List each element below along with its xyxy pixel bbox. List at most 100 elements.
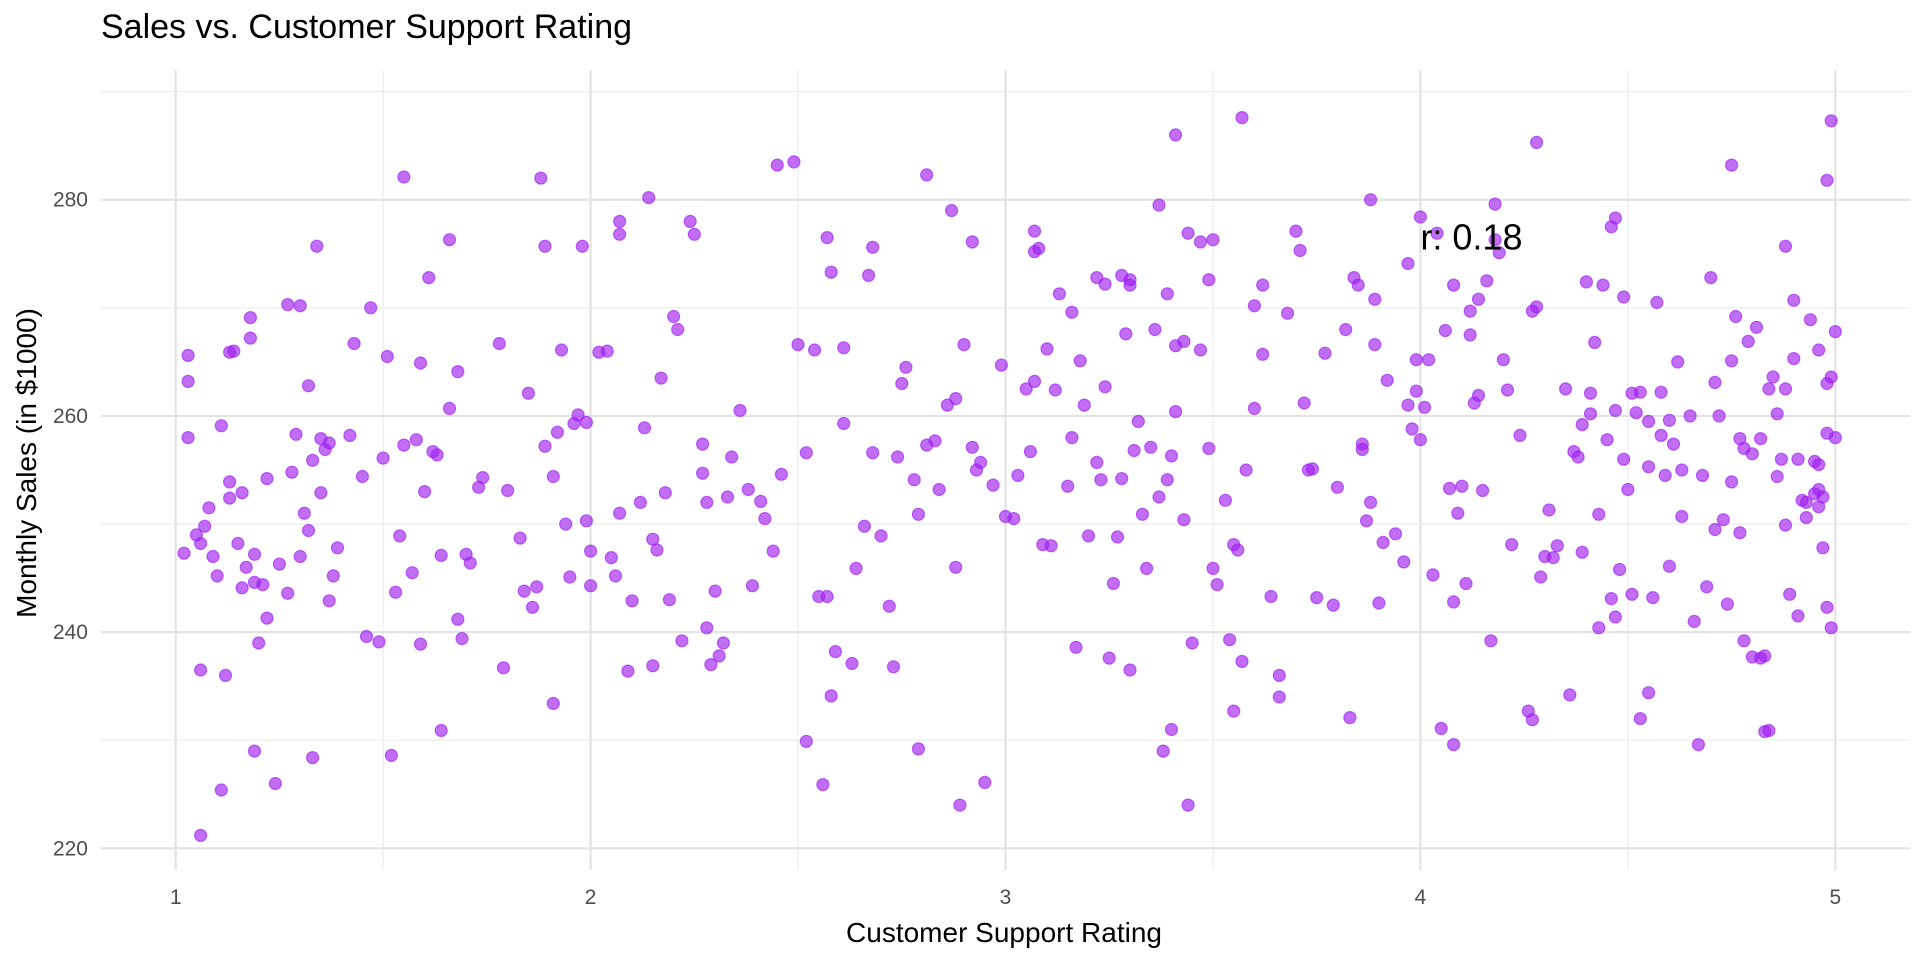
data-point	[430, 448, 444, 462]
data-point	[1753, 432, 1768, 446]
data-point	[1090, 271, 1104, 285]
correlation-annotation: r: 0.18	[1420, 217, 1522, 258]
data-point	[1227, 704, 1241, 718]
data-point	[1604, 220, 1618, 234]
data-point	[1409, 384, 1423, 398]
data-point	[1700, 580, 1714, 594]
data-point	[799, 446, 813, 460]
data-point	[1339, 322, 1353, 337]
data-point	[1662, 413, 1677, 427]
data-point	[1770, 407, 1784, 421]
data-point	[1828, 325, 1842, 339]
data-point	[824, 689, 838, 703]
data-point	[1193, 235, 1208, 249]
data-point	[1202, 441, 1216, 455]
data-point	[1272, 690, 1286, 704]
data-point	[550, 425, 565, 439]
data-point	[434, 723, 448, 738]
data-point	[1272, 668, 1286, 683]
data-point	[1027, 224, 1042, 238]
x-tick-label: 5	[1829, 886, 1841, 909]
data-point	[1235, 110, 1249, 125]
data-point	[455, 631, 469, 646]
data-point	[301, 523, 316, 538]
data-point	[1048, 383, 1062, 397]
data-point	[235, 486, 249, 500]
data-point	[1513, 428, 1527, 442]
data-point	[1455, 479, 1469, 493]
data-point	[1106, 576, 1121, 591]
data-point	[1081, 529, 1096, 543]
data-point	[252, 636, 266, 650]
data-point	[1293, 243, 1307, 258]
data-point	[1675, 463, 1689, 477]
data-point	[384, 748, 398, 763]
data-point	[393, 529, 407, 543]
data-point	[1724, 475, 1739, 489]
data-point	[932, 482, 946, 497]
data-point	[716, 636, 731, 650]
data-point	[1488, 233, 1502, 247]
data-point	[1708, 375, 1722, 389]
data-point	[322, 436, 336, 450]
data-point	[1438, 323, 1452, 338]
data-point	[1351, 278, 1365, 292]
data-point	[1023, 445, 1038, 459]
data-point	[662, 593, 677, 607]
data-point	[1434, 721, 1448, 736]
data-point	[1629, 406, 1643, 420]
data-point	[359, 629, 374, 644]
data-point	[272, 557, 286, 571]
data-point	[218, 668, 233, 683]
data-point	[223, 475, 237, 489]
data-point	[1812, 458, 1826, 472]
data-point	[181, 348, 195, 362]
data-point	[787, 155, 801, 169]
data-point	[1160, 473, 1174, 487]
data-point	[268, 776, 282, 791]
data-point	[944, 203, 959, 218]
data-point	[571, 408, 585, 422]
data-point	[1542, 503, 1556, 517]
data-point	[223, 345, 237, 359]
data-point	[1280, 306, 1295, 320]
data-point	[563, 570, 577, 584]
data-point	[1563, 688, 1577, 702]
data-point	[530, 580, 544, 594]
data-point	[1675, 509, 1689, 524]
data-point	[1119, 327, 1133, 341]
data-point	[1422, 353, 1436, 367]
data-point	[1666, 437, 1681, 451]
data-point	[1363, 495, 1378, 509]
data-point	[695, 437, 710, 451]
data-point	[828, 644, 843, 659]
data-point	[1596, 278, 1610, 292]
data-point	[1011, 468, 1025, 482]
data-point	[1633, 711, 1647, 726]
data-point	[1123, 278, 1137, 292]
data-point	[1654, 385, 1668, 399]
data-point	[1289, 224, 1303, 238]
data-point	[1608, 610, 1623, 624]
data-point	[231, 536, 245, 551]
data-point	[1305, 462, 1320, 476]
data-point	[293, 549, 307, 564]
data-point	[1824, 370, 1838, 384]
data-point	[1712, 409, 1726, 423]
data-point	[1073, 354, 1087, 368]
data-point	[575, 239, 589, 253]
data-point	[1040, 342, 1054, 356]
data-point	[1799, 495, 1813, 509]
data-point	[1745, 650, 1759, 664]
data-point	[890, 450, 905, 464]
data-point	[322, 594, 336, 608]
data-point	[1737, 634, 1751, 648]
data-point	[355, 469, 369, 484]
data-point	[1459, 576, 1473, 591]
data-point	[1770, 469, 1784, 484]
data-point	[521, 386, 536, 400]
data-point	[181, 431, 195, 445]
data-point	[347, 336, 361, 351]
data-point	[418, 485, 432, 499]
